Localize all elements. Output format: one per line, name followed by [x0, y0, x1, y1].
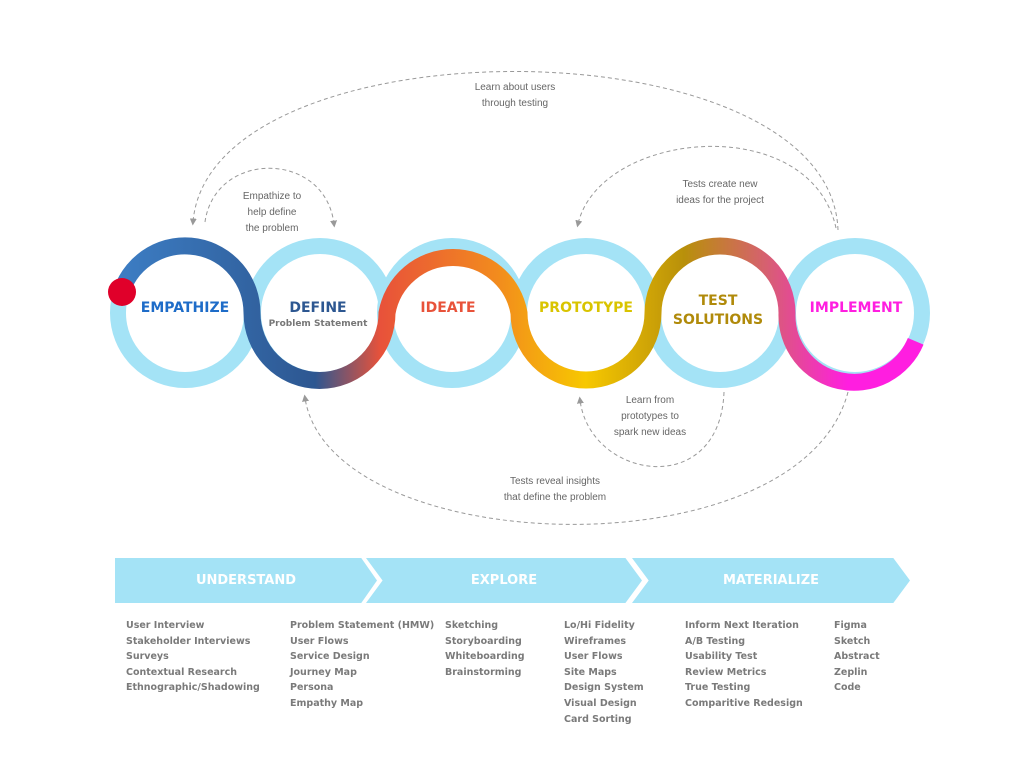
- note-tests-reveal: Tests reveal insights that define the pro…: [480, 474, 630, 506]
- note-line: that define the problem: [503, 492, 607, 503]
- phase-explore: EXPLORE: [366, 558, 642, 603]
- note-learn-prototypes: Learn from prototypes to spark new ideas: [600, 393, 700, 441]
- note-line: through testing: [481, 98, 549, 109]
- phase-understand: UNDERSTAND: [115, 558, 377, 603]
- stage-implement: IMPLEMENT: [809, 300, 903, 316]
- method-item: Brainstorming: [445, 666, 522, 678]
- stage-test-solutions: TEST SOLUTIONS: [658, 292, 778, 330]
- arrow-learn-users: [189, 71, 839, 231]
- method-column: Inform Next Iteration A/B Testing Usabilit…: [685, 618, 803, 712]
- method-item: Inform Next Iteration: [685, 620, 799, 631]
- stage-test-line1: TEST: [698, 293, 738, 309]
- method-column: User Interview Stakeholder Interviews Surv…: [126, 618, 260, 696]
- note-tests-create: Tests create new ideas for the project: [650, 177, 790, 209]
- method-item: Design System: [564, 682, 644, 694]
- arrow-learn-prototypes: [576, 391, 725, 467]
- method-item: Storyboarding: [445, 635, 522, 647]
- arrow-tests-create: [575, 145, 837, 229]
- note-line: Tests reveal insights: [509, 476, 601, 487]
- method-item: Sketch: [834, 635, 871, 647]
- note-line: Learn about users: [474, 82, 556, 93]
- method-item: Problem Statement (HMW): [290, 620, 435, 631]
- method-item: Sketching: [445, 620, 499, 631]
- phase-materialize: MATERIALIZE: [632, 558, 910, 603]
- method-item: Surveys: [126, 651, 169, 663]
- method-item: Empathy Map: [290, 697, 364, 709]
- stage-ideate: IDEATE: [420, 300, 476, 316]
- method-item: Usability Test: [685, 651, 758, 663]
- method-item: Site Maps: [564, 666, 617, 678]
- method-item: Lo/Hi Fidelity: [564, 620, 635, 631]
- note-line: ideas for the project: [676, 195, 764, 206]
- method-item: User Flows: [290, 635, 349, 647]
- note-learn-users: Learn about users through testing: [440, 80, 590, 112]
- method-column: Problem Statement (HMW) User Flows Service…: [290, 618, 434, 712]
- method-item: True Testing: [685, 682, 751, 694]
- method-item: Zeplin: [834, 666, 868, 678]
- method-item: Comparitive Redesign: [685, 697, 803, 709]
- note-line: help define: [247, 207, 297, 218]
- method-item: Whiteboarding: [445, 651, 525, 663]
- method-item: A/B Testing: [685, 635, 746, 647]
- stage-define: DEFINE Problem Statement: [258, 299, 378, 330]
- method-item: Figma: [834, 620, 867, 631]
- method-column: Figma Sketch Abstract Zeplin Code: [834, 618, 880, 696]
- method-item: Stakeholder Interviews: [126, 635, 251, 647]
- arrow-empathize-define: [204, 167, 338, 228]
- method-item: Review Metrics: [685, 666, 767, 678]
- method-item: Code: [834, 682, 861, 694]
- method-column: Sketching Storyboarding Whiteboarding Brain…: [445, 618, 525, 680]
- method-item: Service Design: [290, 651, 370, 663]
- note-line: Learn from: [625, 395, 675, 406]
- method-item: Contextual Research: [126, 666, 237, 678]
- stage-define-label: DEFINE: [289, 300, 347, 316]
- stage-define-sublabel: Problem Statement: [268, 319, 368, 329]
- stage-empathize: EMPATHIZE: [140, 300, 230, 316]
- note-line: the problem: [245, 223, 299, 234]
- arrow-tests-reveal: [302, 391, 849, 525]
- process-flow-path: [114, 237, 924, 391]
- method-item: Card Sorting: [564, 713, 632, 725]
- note-line: Tests create new: [682, 179, 758, 190]
- method-column: Lo/Hi Fidelity Wireframes User Flows Site M…: [564, 618, 644, 727]
- method-item: Journey Map: [290, 666, 357, 678]
- note-empathize-define: Empathize to help define the problem: [222, 189, 322, 237]
- note-line: spark new ideas: [613, 427, 687, 438]
- method-item: Ethnographic/Shadowing: [126, 682, 260, 694]
- method-item: User Interview: [126, 620, 205, 631]
- method-item: Visual Design: [564, 697, 637, 709]
- method-item: User Flows: [564, 651, 623, 663]
- stage-test-line2: SOLUTIONS: [672, 312, 764, 328]
- method-item: Abstract: [834, 651, 880, 663]
- note-line: prototypes to: [621, 411, 679, 422]
- stage-prototype: PROTOTYPE: [539, 300, 633, 316]
- method-item: Wireframes: [564, 635, 627, 647]
- method-item: Persona: [290, 682, 334, 694]
- note-line: Empathize to: [242, 191, 302, 202]
- start-dot: [108, 278, 136, 306]
